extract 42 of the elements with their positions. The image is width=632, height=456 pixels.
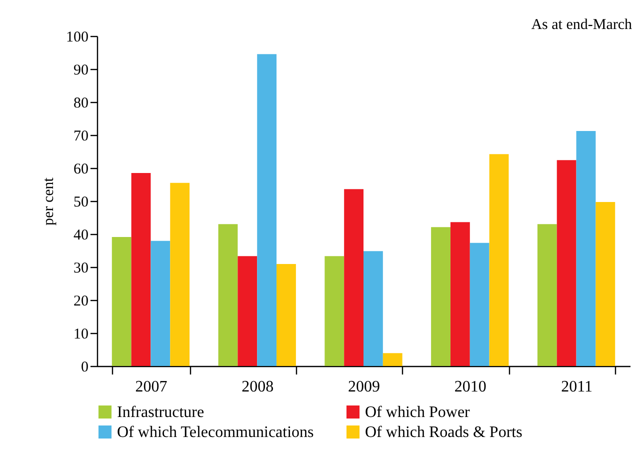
x-tick-label: 2011 <box>561 378 592 396</box>
y-tick-label: 50 <box>74 194 88 210</box>
legend-label: Of which Power <box>365 404 471 421</box>
bar <box>218 224 238 366</box>
bar <box>537 224 557 366</box>
x-tick-label: 2008 <box>242 378 274 396</box>
legend-label: Of which Telecommunications <box>117 424 314 441</box>
y-tick-label: 40 <box>74 228 88 244</box>
y-tick-label: 80 <box>74 96 88 112</box>
bar <box>257 54 277 366</box>
bar <box>276 264 296 366</box>
y-tick-label: 100 <box>66 30 88 46</box>
bar <box>596 202 616 366</box>
bar <box>238 256 258 366</box>
bar <box>382 353 402 366</box>
bar <box>450 222 470 366</box>
y-tick-label: 60 <box>74 162 88 178</box>
y-tick-label: 0 <box>81 360 88 376</box>
x-tick-label: 2009 <box>348 378 380 396</box>
legend-label: Infrastructure <box>117 404 204 421</box>
x-tick-label: 2007 <box>135 378 168 396</box>
y-tick-label: 20 <box>74 294 88 310</box>
bar <box>344 189 364 366</box>
bar <box>150 240 170 366</box>
bar <box>431 227 450 366</box>
bar <box>131 172 151 366</box>
bar <box>470 242 490 366</box>
bar <box>112 236 132 366</box>
y-tick-label: 90 <box>74 62 88 78</box>
y-tick-label: 10 <box>74 326 88 342</box>
bar <box>170 182 190 366</box>
bar <box>576 131 596 366</box>
bar <box>324 256 344 366</box>
y-tick-label: 30 <box>74 260 88 276</box>
y-axis-title: per cent <box>41 176 57 226</box>
x-tick-label: 2010 <box>454 378 486 396</box>
text: As at end-March <box>531 17 632 33</box>
bar <box>556 160 576 366</box>
y-tick-label: 70 <box>74 128 88 144</box>
bar <box>364 251 383 366</box>
bar <box>489 154 509 366</box>
legend-label: Of which Roads & Ports <box>365 424 522 441</box>
